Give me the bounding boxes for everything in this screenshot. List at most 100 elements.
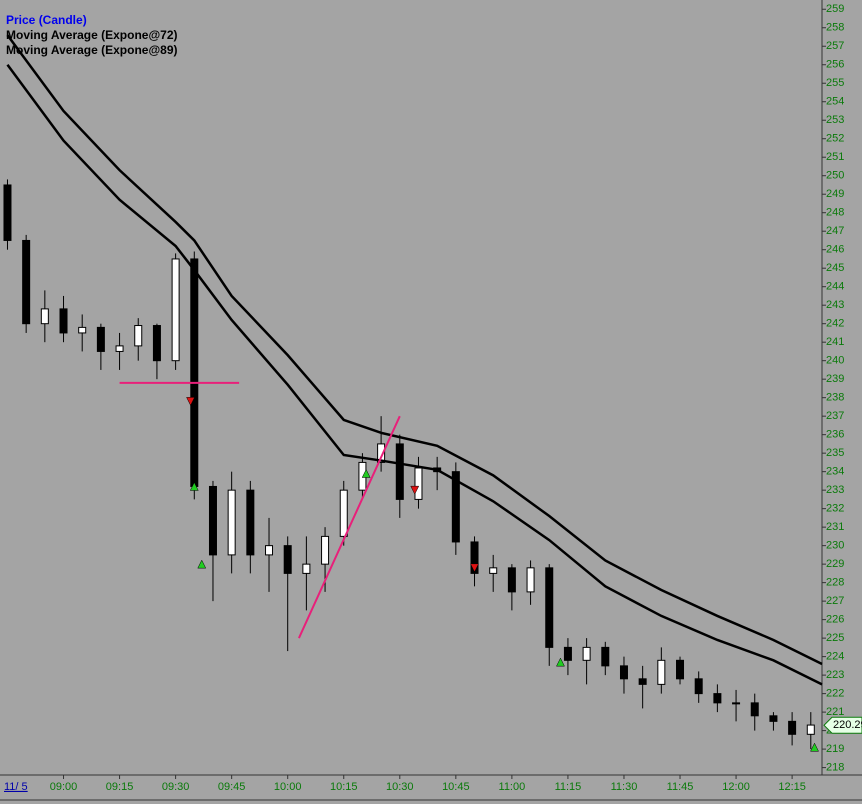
x-tick-label: 10:45 [442, 781, 470, 793]
candle-body [395, 443, 404, 500]
x-tick-label: 09:15 [106, 781, 134, 793]
x-tick-label: 11:45 [667, 781, 694, 793]
candle-body [115, 345, 124, 352]
x-tick-label: 11:00 [499, 781, 526, 793]
candle-body [3, 184, 12, 241]
candle-body [750, 702, 759, 717]
candle-body [227, 489, 236, 556]
x-tick-label: 09:45 [218, 781, 246, 793]
y-tick-label: 228 [826, 577, 844, 589]
y-tick-label: 231 [826, 521, 844, 533]
legend-entry: Moving Average (Expone@72) [6, 28, 178, 42]
x-tick-label: 09:30 [162, 781, 190, 793]
y-tick-label: 253 [826, 114, 844, 126]
date-label: 11/ 5 [4, 781, 28, 793]
candle-body [134, 325, 143, 347]
candle-body [638, 678, 647, 685]
y-tick-label: 229 [826, 558, 844, 570]
legend-entry: Price (Candle) [6, 13, 87, 27]
x-tick-label: 12:00 [722, 781, 750, 793]
y-tick-label: 233 [826, 484, 844, 496]
y-tick-label: 254 [826, 96, 844, 108]
y-tick-label: 259 [826, 3, 844, 15]
candle-body [246, 489, 255, 556]
last-price-box [823, 716, 862, 734]
y-tick-label: 238 [826, 392, 844, 404]
candle-body [657, 659, 666, 685]
legend-entry: Moving Average (Expone@89) [6, 43, 178, 57]
x-tick-label: 10:30 [386, 781, 414, 793]
y-tick-label: 239 [826, 373, 844, 385]
candle-body [22, 239, 31, 325]
candle-body [59, 308, 68, 334]
x-tick-label: 12:15 [778, 781, 806, 793]
signal-marker [410, 485, 420, 495]
candle-body [96, 326, 105, 352]
y-tick-label: 225 [826, 632, 844, 644]
candle-body [40, 308, 49, 325]
y-tick-label: 255 [826, 77, 844, 89]
candle-body [526, 567, 535, 593]
y-tick-label: 243 [826, 299, 844, 311]
y-tick-label: 244 [826, 281, 844, 293]
x-tick-label: 10:15 [330, 781, 358, 793]
y-tick-label: 224 [826, 651, 844, 663]
candle-body [601, 646, 610, 667]
y-tick-label: 235 [826, 447, 844, 459]
moving-average-line [6, 63, 823, 686]
drawn-line [297, 415, 401, 639]
candle-body [619, 665, 628, 680]
legend: Price (Candle) Moving Average (Expone@72… [6, 13, 178, 57]
y-tick-label: 242 [826, 318, 844, 330]
y-tick-label: 258 [826, 22, 844, 34]
y-tick-label: 249 [826, 188, 844, 200]
candle-body [788, 720, 797, 735]
y-tick-label: 232 [826, 503, 844, 515]
y-tick-label: 227 [826, 595, 844, 607]
y-tick-label: 250 [826, 170, 844, 182]
y-tick-label: 257 [826, 40, 844, 52]
y-tick-label: 223 [826, 669, 844, 681]
candle-body [265, 545, 274, 556]
candle-body [676, 659, 685, 680]
y-tick-label: 222 [826, 688, 844, 700]
y-tick-label: 236 [826, 429, 844, 441]
candle-body [806, 724, 815, 735]
x-tick-label: 11:15 [555, 781, 582, 793]
y-tick-label: 219 [826, 743, 844, 755]
candle-body [489, 567, 498, 574]
candle-body [283, 545, 292, 574]
moving-average-line [6, 34, 823, 666]
candle-body [451, 471, 460, 543]
y-tick-label: 234 [826, 466, 844, 478]
signal-marker [556, 657, 565, 667]
y-tick-label: 251 [826, 151, 844, 163]
y-tick-label: 218 [826, 762, 844, 774]
candle-body [78, 326, 87, 334]
signal-marker [810, 742, 819, 752]
signal-marker [186, 397, 195, 406]
candle-body [470, 541, 479, 574]
y-tick-label: 252 [826, 133, 844, 145]
y-tick-label: 246 [826, 244, 844, 256]
x-tick-label: 09:00 [50, 781, 78, 793]
y-tick-label: 240 [826, 355, 844, 367]
candle-body [582, 646, 591, 661]
y-tick-label: 230 [826, 540, 844, 552]
candle-body [769, 715, 778, 722]
candle-body [171, 258, 180, 362]
y-tick-label: 226 [826, 614, 844, 626]
candle-body [732, 702, 741, 705]
signal-marker [189, 481, 199, 491]
x-tick-label: 10:00 [274, 781, 302, 793]
y-tick-label: 256 [826, 59, 844, 71]
last-price-label: 220.29 [833, 719, 862, 731]
y-tick-label: 248 [826, 207, 844, 219]
y-tick-label: 237 [826, 410, 844, 422]
candle-body [713, 693, 722, 704]
candle-body [208, 485, 217, 556]
candle-body [152, 325, 161, 362]
candle-body [414, 467, 423, 500]
